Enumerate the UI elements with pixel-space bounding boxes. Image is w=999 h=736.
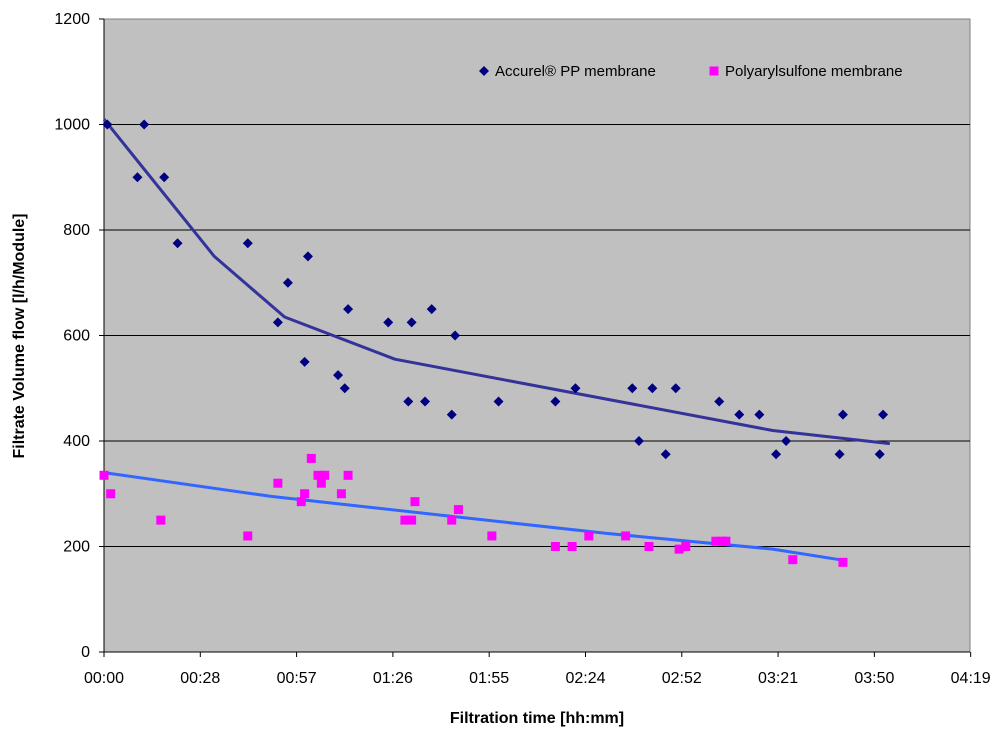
data-point-series-2 <box>156 515 166 525</box>
data-point-series-1 <box>627 383 638 394</box>
data-point-series-1 <box>132 172 143 183</box>
data-point-series-1 <box>339 383 350 394</box>
y-tick-label: 400 <box>63 433 90 450</box>
grid-lines <box>104 124 970 547</box>
data-point-series-1 <box>781 436 792 446</box>
data-point-series-2 <box>550 542 560 551</box>
data-point-series-1 <box>272 317 283 328</box>
data-point-series-1 <box>771 449 782 460</box>
trend-line-series-1 <box>102 118 890 446</box>
y-tick-label: 600 <box>63 328 90 345</box>
x-axis-title: Filtration time [hh:mm] <box>450 710 624 727</box>
data-point-series-1 <box>172 238 183 249</box>
x-tick-label: 00:00 <box>84 670 124 687</box>
data-point-series-1 <box>419 396 430 407</box>
data-point-series-1 <box>403 396 414 407</box>
data-point-series-2 <box>106 489 116 499</box>
data-point-series-1 <box>734 409 745 420</box>
data-point-series-2 <box>243 531 253 541</box>
data-point-series-2 <box>674 544 684 554</box>
data-point-series-2 <box>838 557 848 567</box>
data-point-series-1 <box>633 436 644 446</box>
y-tick-label: 1200 <box>54 11 90 28</box>
data-point-series-2 <box>313 470 323 480</box>
data-point-series-1 <box>493 396 504 407</box>
data-point-series-1 <box>670 383 681 394</box>
data-point-series-1 <box>570 383 581 394</box>
data-point-series-2 <box>320 470 330 480</box>
legend-label-series-2: Polyarylsulfone membrane <box>725 63 903 80</box>
data-point-series-2 <box>447 515 457 525</box>
x-tick-label: 03:21 <box>758 670 798 687</box>
data-point-series-1 <box>426 304 437 315</box>
x-tick-label: 01:55 <box>469 670 509 687</box>
data-point-series-1 <box>242 238 253 249</box>
data-point-series-2 <box>99 470 109 480</box>
tick-labels: 0 200 400 600 800 1000 1200 00:00 00:28 00:57 01:2… <box>54 11 990 687</box>
legend-marker-series-1 <box>479 66 489 76</box>
data-point-series-1 <box>102 119 113 130</box>
x-tick-label: 04:19 <box>951 670 991 687</box>
legend-marker-series-2 <box>709 66 719 76</box>
legend: Accurel® PP membrane Polyarylsulfone memb… <box>479 63 903 80</box>
data-point-series-1 <box>302 251 313 262</box>
trend-lines <box>102 118 890 562</box>
data-point-series-2 <box>453 505 463 515</box>
y-axis-title: Filtrate Volume flow [l/h/Module] <box>11 213 28 458</box>
data-point-series-2 <box>644 542 654 551</box>
data-point-series-1 <box>333 370 344 381</box>
y-tick-label: 200 <box>63 539 90 556</box>
x-tick-label: 02:24 <box>565 670 605 687</box>
data-point-series-2 <box>681 542 691 551</box>
data-point-series-1 <box>343 304 354 315</box>
data-point-series-1 <box>647 383 658 394</box>
data-point-series-2 <box>407 515 417 525</box>
data-point-series-2 <box>306 453 316 463</box>
data-point-series-2 <box>567 542 577 551</box>
data-point-series-2 <box>721 536 731 546</box>
data-point-series-1 <box>159 172 170 183</box>
data-point-series-2 <box>273 478 283 488</box>
data-point-series-2 <box>400 515 410 525</box>
x-tick-label: 03:50 <box>854 670 894 687</box>
data-point-series-2 <box>711 536 721 546</box>
data-point-series-2 <box>410 497 420 507</box>
data-point-series-1 <box>406 317 417 328</box>
data-point-series-2 <box>788 555 798 565</box>
data-point-series-2 <box>300 489 310 499</box>
data-point-series-2 <box>296 497 306 507</box>
data-point-series-1 <box>383 317 394 328</box>
data-point-series-2 <box>621 531 631 541</box>
trend-line-series-2 <box>103 471 840 562</box>
data-point-series-1 <box>450 330 461 341</box>
data-point-series-1 <box>837 409 848 420</box>
data-point-series-1 <box>550 396 561 407</box>
data-point-series-1 <box>834 449 845 460</box>
data-point-series-1 <box>754 409 765 420</box>
data-point-series-1 <box>660 449 671 460</box>
data-point-series-1 <box>299 356 310 367</box>
legend-label-series-1: Accurel® PP membrane <box>495 63 656 80</box>
y-tick-label: 800 <box>63 222 90 239</box>
x-tick-label: 00:28 <box>180 670 220 687</box>
data-point-series-2 <box>487 531 497 541</box>
data-point-series-1 <box>874 449 885 460</box>
y-tick-label: 0 <box>81 644 90 661</box>
data-point-series-2 <box>336 489 346 499</box>
x-tick-label: 02:52 <box>662 670 702 687</box>
data-point-series-1 <box>139 119 150 130</box>
data-point-series-2 <box>316 478 326 488</box>
data-point-series-1 <box>446 409 457 420</box>
data-point-series-2 <box>584 531 594 541</box>
data-point-series-1 <box>282 277 293 288</box>
x-tick-label: 01:26 <box>373 670 413 687</box>
x-tick-label: 00:57 <box>277 670 317 687</box>
y-tick-label: 1000 <box>54 117 90 134</box>
data-point-series-1 <box>878 409 889 420</box>
data-points <box>99 119 889 567</box>
data-point-series-2 <box>343 470 353 480</box>
data-point-series-1 <box>714 396 725 407</box>
